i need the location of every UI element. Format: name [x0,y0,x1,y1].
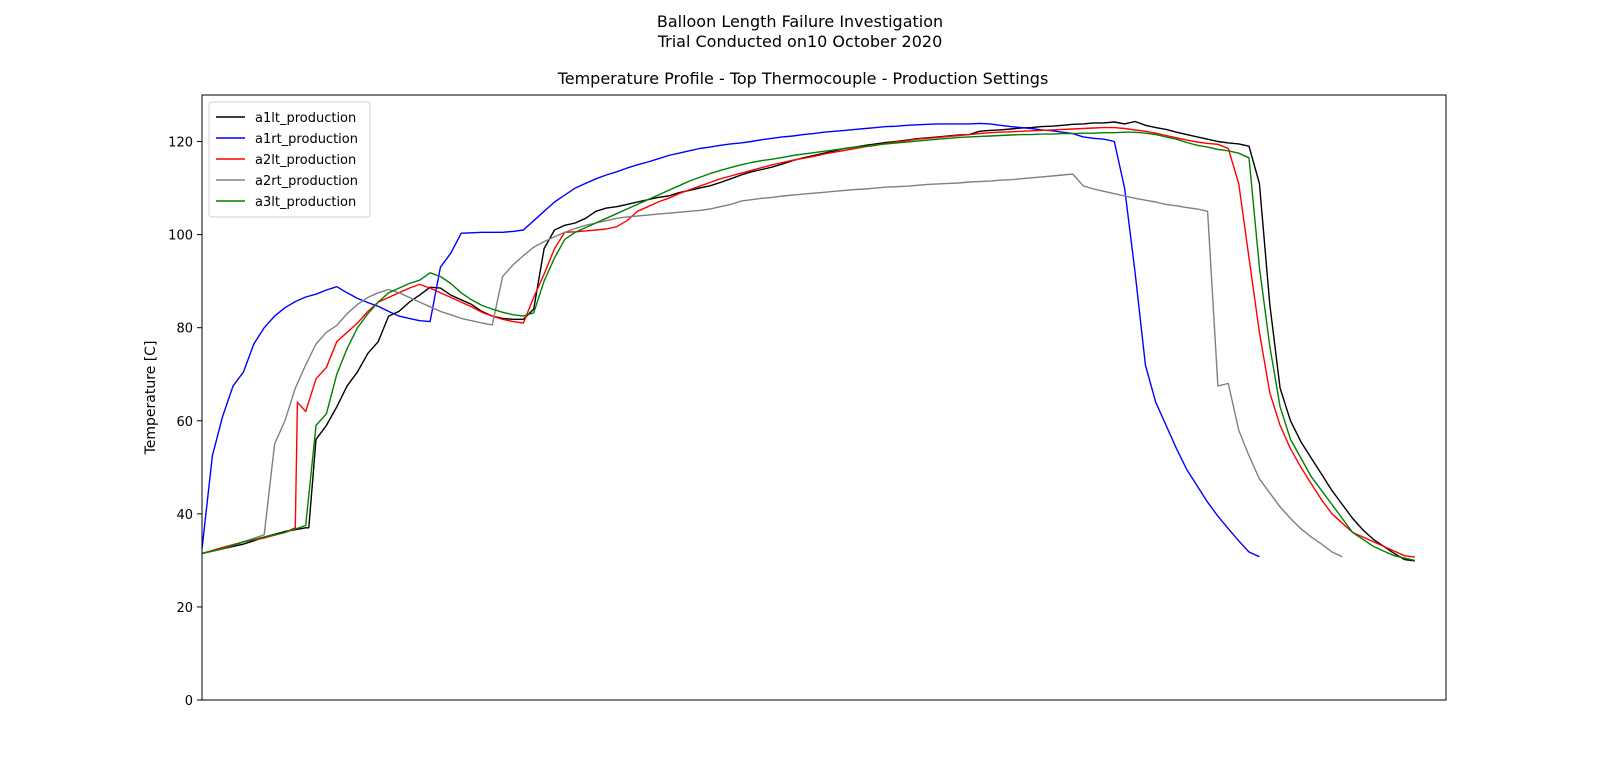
figure-suptitle: Balloon Length Failure Investigation [656,12,944,31]
series-layer [201,120,1416,562]
legend-label-a2lt_production: a2lt_production [255,153,356,168]
series-line-a1rt_production [201,122,1260,558]
series-line-a2rt_production [201,173,1343,558]
legend-label-a2rt_production: a2rt_production [255,174,358,189]
y-tick-label: 80 [176,322,193,337]
series-line-a3lt_production [201,131,1416,562]
series-line-a1lt_production [201,120,1415,562]
y-axis: 0 20 40 60 80 100 120 [168,136,202,709]
legend-box [208,101,371,218]
y-tick-label: 40 [176,508,193,523]
y-tick-label: 0 [185,694,193,709]
y-tick-label: 100 [168,229,193,244]
legend: a1lt_production a1rt_production a2lt_produ… [208,101,371,218]
legend-label-a1rt_production: a1rt_production [255,132,358,147]
y-tick-label: 60 [176,415,193,430]
legend-label-a1lt_production: a1lt_production [255,111,356,126]
figure-subtitle: Trial Conducted on10 October 2020 [657,32,943,51]
legend-label-a3lt_production: a3lt_production [255,195,356,210]
y-tick-label: 120 [168,136,193,151]
chart-title: Temperature Profile - Top Thermocouple -… [557,69,1049,88]
plot-frame [201,94,1447,701]
series-line-a2lt_production [201,126,1415,558]
y-axis-label: Temperature [C] [143,341,159,456]
y-tick-label: 20 [176,601,193,616]
